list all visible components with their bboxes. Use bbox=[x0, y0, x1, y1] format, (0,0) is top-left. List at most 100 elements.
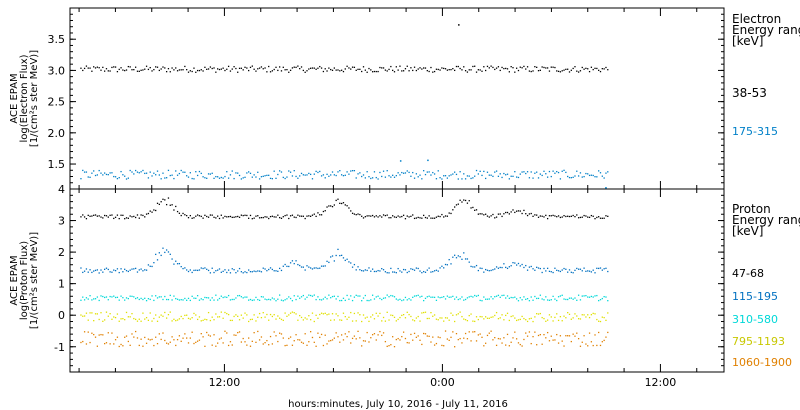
data-point bbox=[176, 210, 179, 213]
data-point bbox=[393, 71, 396, 73]
data-point bbox=[523, 338, 525, 341]
y-tick-label: 2 bbox=[58, 246, 65, 259]
data-point bbox=[417, 68, 419, 70]
legend-entry-47-68: 47-68 bbox=[732, 267, 764, 280]
data-point bbox=[308, 215, 310, 217]
data-point bbox=[282, 337, 284, 339]
data-point bbox=[444, 263, 447, 266]
data-point bbox=[279, 66, 281, 68]
y-tick-label: 3.5 bbox=[48, 33, 66, 46]
data-point bbox=[308, 341, 310, 343]
data-point bbox=[512, 175, 514, 177]
data-point bbox=[459, 171, 461, 173]
data-point bbox=[539, 312, 541, 315]
data-point bbox=[457, 203, 459, 205]
data-point bbox=[583, 267, 585, 269]
data-point bbox=[441, 213, 443, 216]
data-point bbox=[348, 261, 350, 263]
data-point bbox=[424, 271, 427, 273]
data-point bbox=[162, 198, 164, 200]
data-point bbox=[371, 268, 374, 270]
data-point bbox=[490, 269, 492, 272]
data-point bbox=[446, 215, 449, 217]
data-point bbox=[536, 297, 538, 300]
data-point bbox=[333, 337, 335, 339]
data-point bbox=[317, 332, 319, 334]
data-point bbox=[392, 174, 394, 176]
data-point bbox=[103, 214, 106, 217]
data-point bbox=[155, 336, 157, 338]
data-point bbox=[448, 175, 450, 177]
x-tick-label: 12:00 bbox=[645, 376, 677, 389]
data-point bbox=[419, 270, 421, 272]
data-point bbox=[534, 269, 536, 271]
data-point bbox=[377, 269, 379, 272]
data-point bbox=[388, 68, 390, 71]
data-point bbox=[412, 171, 414, 174]
data-point bbox=[603, 339, 605, 342]
data-point bbox=[153, 262, 155, 264]
data-point bbox=[149, 66, 151, 69]
data-point bbox=[532, 70, 534, 72]
data-point bbox=[483, 318, 485, 320]
data-point bbox=[497, 294, 500, 297]
data-point bbox=[277, 340, 279, 343]
data-point bbox=[248, 337, 250, 339]
data-point bbox=[176, 339, 179, 341]
data-point bbox=[545, 320, 547, 322]
data-point bbox=[546, 217, 549, 220]
data-point bbox=[353, 312, 356, 315]
data-point bbox=[371, 177, 374, 179]
data-point bbox=[495, 170, 498, 172]
data-point bbox=[590, 214, 593, 217]
data-point bbox=[415, 69, 418, 72]
data-point bbox=[173, 209, 175, 211]
data-point bbox=[390, 176, 392, 178]
data-point bbox=[277, 315, 279, 317]
data-point bbox=[579, 345, 582, 347]
data-point bbox=[468, 314, 470, 317]
data-point bbox=[514, 296, 516, 298]
data-point bbox=[568, 269, 571, 271]
data-point bbox=[322, 70, 325, 73]
data-point bbox=[337, 171, 339, 173]
data-point bbox=[366, 316, 368, 318]
data-point bbox=[266, 71, 268, 73]
data-point bbox=[96, 174, 99, 176]
data-point bbox=[588, 332, 591, 334]
data-point bbox=[351, 266, 354, 268]
data-point bbox=[255, 320, 257, 322]
data-point bbox=[173, 69, 175, 71]
data-point bbox=[404, 172, 407, 174]
data-point bbox=[390, 65, 392, 68]
data-point bbox=[526, 171, 529, 173]
data-point bbox=[592, 68, 594, 71]
data-point bbox=[89, 341, 91, 344]
data-point bbox=[371, 314, 374, 316]
data-point bbox=[572, 298, 574, 300]
data-point bbox=[505, 67, 507, 70]
data-point bbox=[324, 177, 326, 179]
data-point bbox=[251, 318, 253, 320]
data-point bbox=[410, 315, 412, 318]
data-point bbox=[91, 299, 93, 301]
data-point bbox=[169, 204, 171, 206]
data-point bbox=[430, 341, 432, 343]
data-point bbox=[342, 202, 345, 204]
data-point bbox=[519, 297, 521, 299]
data-point bbox=[421, 312, 423, 314]
data-point bbox=[82, 315, 84, 317]
data-point bbox=[357, 330, 359, 333]
y-axis-label: log(Proton Flux) bbox=[19, 241, 30, 320]
data-point bbox=[430, 311, 432, 314]
data-point bbox=[125, 269, 128, 272]
data-point bbox=[483, 214, 485, 216]
data-point bbox=[497, 66, 500, 68]
data-point bbox=[231, 68, 233, 70]
data-point bbox=[567, 311, 569, 314]
panel-frame-2 bbox=[69, 188, 725, 373]
data-point bbox=[526, 214, 529, 217]
data-point bbox=[160, 178, 162, 180]
data-point bbox=[145, 342, 148, 344]
data-point bbox=[264, 341, 266, 344]
